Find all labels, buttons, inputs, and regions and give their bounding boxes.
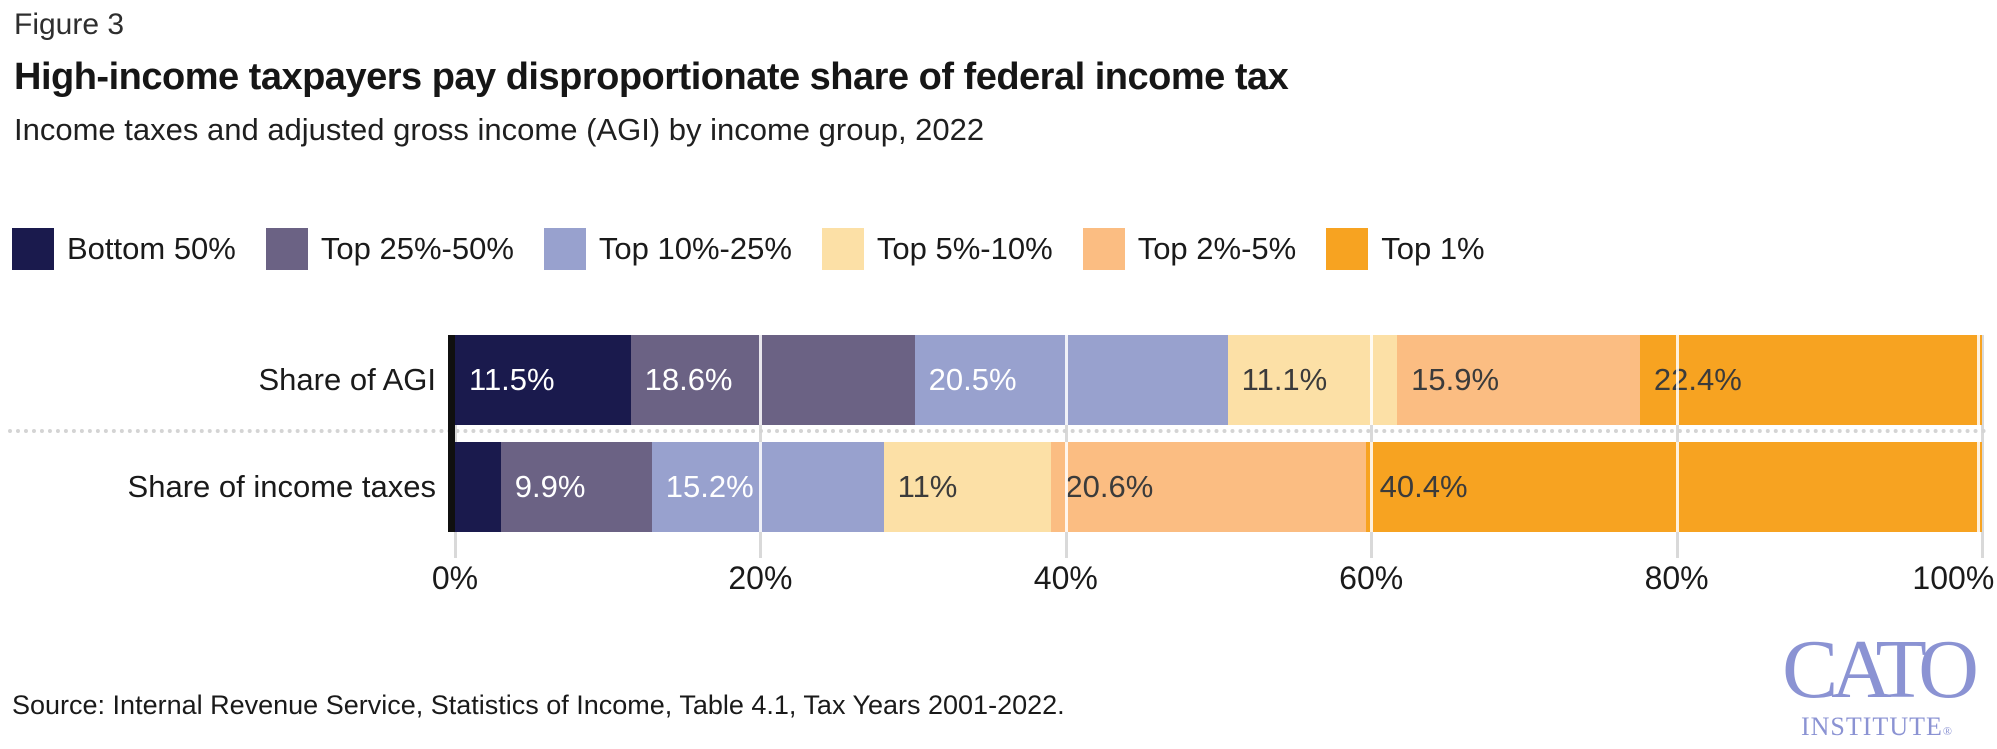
legend-label: Top 1%	[1381, 231, 1485, 266]
bar-segment-bottom-50: 11.5%	[455, 335, 631, 425]
logo-subtext: INSTITUTE®	[1801, 712, 1953, 741]
bar-value-label: 20.5%	[928, 362, 1017, 397]
gridline-over-bar-60	[1370, 442, 1374, 532]
bar-value-label: 15.9%	[1411, 362, 1500, 397]
row-label-share-of-income-taxes: Share of income taxes	[127, 469, 436, 504]
y-axis-baseline	[448, 335, 455, 532]
bar-segment-top-10-25: 15.2%	[651, 442, 884, 532]
bar-value-label: 18.6%	[644, 362, 733, 397]
legend-swatch-top-25-50	[265, 228, 308, 270]
gridline-over-bar-100	[1977, 442, 1980, 532]
registered-mark-icon: ®	[1942, 724, 1953, 738]
bar-row-share-of-income-taxes: Share of income taxes 9.9% 15.2% 11% 20.6% 4…	[0, 442, 1997, 532]
legend-label: Top 10%-25%	[598, 231, 792, 266]
bar-segment-top-25-50: 18.6%	[630, 335, 915, 425]
x-tick-40: 40%	[1033, 560, 1098, 596]
gridline-over-bar-100	[1977, 335, 1980, 425]
bar-track-share-of-agi: 11.5% 18.6% 20.5% 11.1% 15.9% 22.4%	[455, 335, 1982, 425]
row-label-share-of-agi: Share of AGI	[258, 362, 437, 397]
logo-wordmark: CATO	[1782, 623, 1979, 716]
bar-value-label: 9.9%	[514, 469, 586, 504]
bar-value-label: 11.5%	[469, 362, 555, 397]
gridline-over-bar-20	[759, 442, 763, 532]
gridline-over-bar-40	[1064, 335, 1068, 425]
bar-segment-top-25-50: 9.9%	[500, 442, 652, 532]
legend-item-bottom-50: Bottom 50%	[12, 228, 236, 270]
gridline-over-bar-60	[1370, 335, 1374, 425]
legend-swatch-top-10-25	[543, 228, 586, 270]
legend-swatch-top-5-10	[821, 228, 864, 270]
bar-track-share-of-income-taxes: 9.9% 15.2% 11% 20.6% 40.4%	[455, 442, 1982, 532]
legend-item-top-5-10: Top 5%-10%	[821, 228, 1053, 270]
bar-segment-top-5-10: 11.1%	[1227, 335, 1398, 425]
legend: Bottom 50% Top 25%-50% Top 10%-25% Top 5%-1…	[12, 228, 1485, 270]
x-tick-80: 80%	[1644, 560, 1709, 596]
bar-value-label: 11.1%	[1241, 362, 1328, 397]
gridline-over-bar-40	[1064, 442, 1068, 532]
legend-swatch-top-1	[1326, 228, 1369, 270]
bar-segment-top-2-5: 20.6%	[1051, 442, 1366, 532]
bar-value-label: 11%	[897, 469, 958, 504]
legend-item-top-1: Top 1%	[1326, 228, 1485, 270]
bar-segment-top-5-10: 11%	[883, 442, 1052, 532]
bar-value-label: 40.4%	[1379, 469, 1468, 504]
bar-segment-top-1: 40.4%	[1365, 442, 1982, 532]
x-tick-60: 60%	[1339, 560, 1404, 596]
x-tick-100: 100%	[1912, 560, 1995, 596]
bar-segment-top-10-25: 20.5%	[914, 335, 1228, 425]
legend-swatch-bottom-50	[12, 228, 54, 270]
gridline-100	[1981, 335, 1984, 558]
bar-segment-top-2-5: 15.9%	[1397, 335, 1640, 425]
legend-swatch-top-2-5	[1082, 228, 1125, 270]
cato-institute-logo: CATO INSTITUTE®	[1767, 628, 1987, 740]
source-note: Source: Internal Revenue Service, Statis…	[12, 690, 1065, 720]
gridline-over-bar-80	[1675, 442, 1679, 532]
x-tick-0: 0%	[431, 560, 479, 596]
bar-value-label: 15.2%	[665, 469, 754, 504]
bar-value-label: 22.4%	[1653, 362, 1742, 397]
legend-item-top-2-5: Top 2%-5%	[1082, 228, 1297, 270]
gridline-over-bar-20	[759, 335, 763, 425]
legend-label: Top 2%-5%	[1137, 231, 1297, 266]
x-tick-20: 20%	[728, 560, 793, 596]
legend-label: Bottom 50%	[67, 231, 236, 266]
bar-value-label: 20.6%	[1065, 469, 1154, 504]
legend-item-top-25-50: Top 25%-50%	[265, 228, 514, 270]
legend-item-top-10-25: Top 10%-25%	[543, 228, 792, 270]
row-separator-dotted-line	[8, 429, 1988, 433]
gridline-over-bar-80	[1675, 335, 1679, 425]
legend-label: Top 5%-10%	[876, 231, 1053, 266]
x-axis: 0% 20% 40% 60% 80% 100%	[0, 560, 1997, 602]
legend-label: Top 25%-50%	[320, 231, 514, 266]
bar-segment-bottom-50	[455, 442, 501, 532]
chart-title: High-income taxpayers pay disproportiona…	[14, 56, 1289, 98]
chart-subtitle: Income taxes and adjusted gross income (…	[14, 112, 985, 147]
bar-segment-top-1: 22.4%	[1639, 335, 1982, 425]
figure-number: Figure 3	[14, 8, 125, 41]
bar-row-share-of-agi: Share of AGI 11.5% 18.6% 20.5% 11.1% 15.9% 22…	[0, 335, 1997, 425]
